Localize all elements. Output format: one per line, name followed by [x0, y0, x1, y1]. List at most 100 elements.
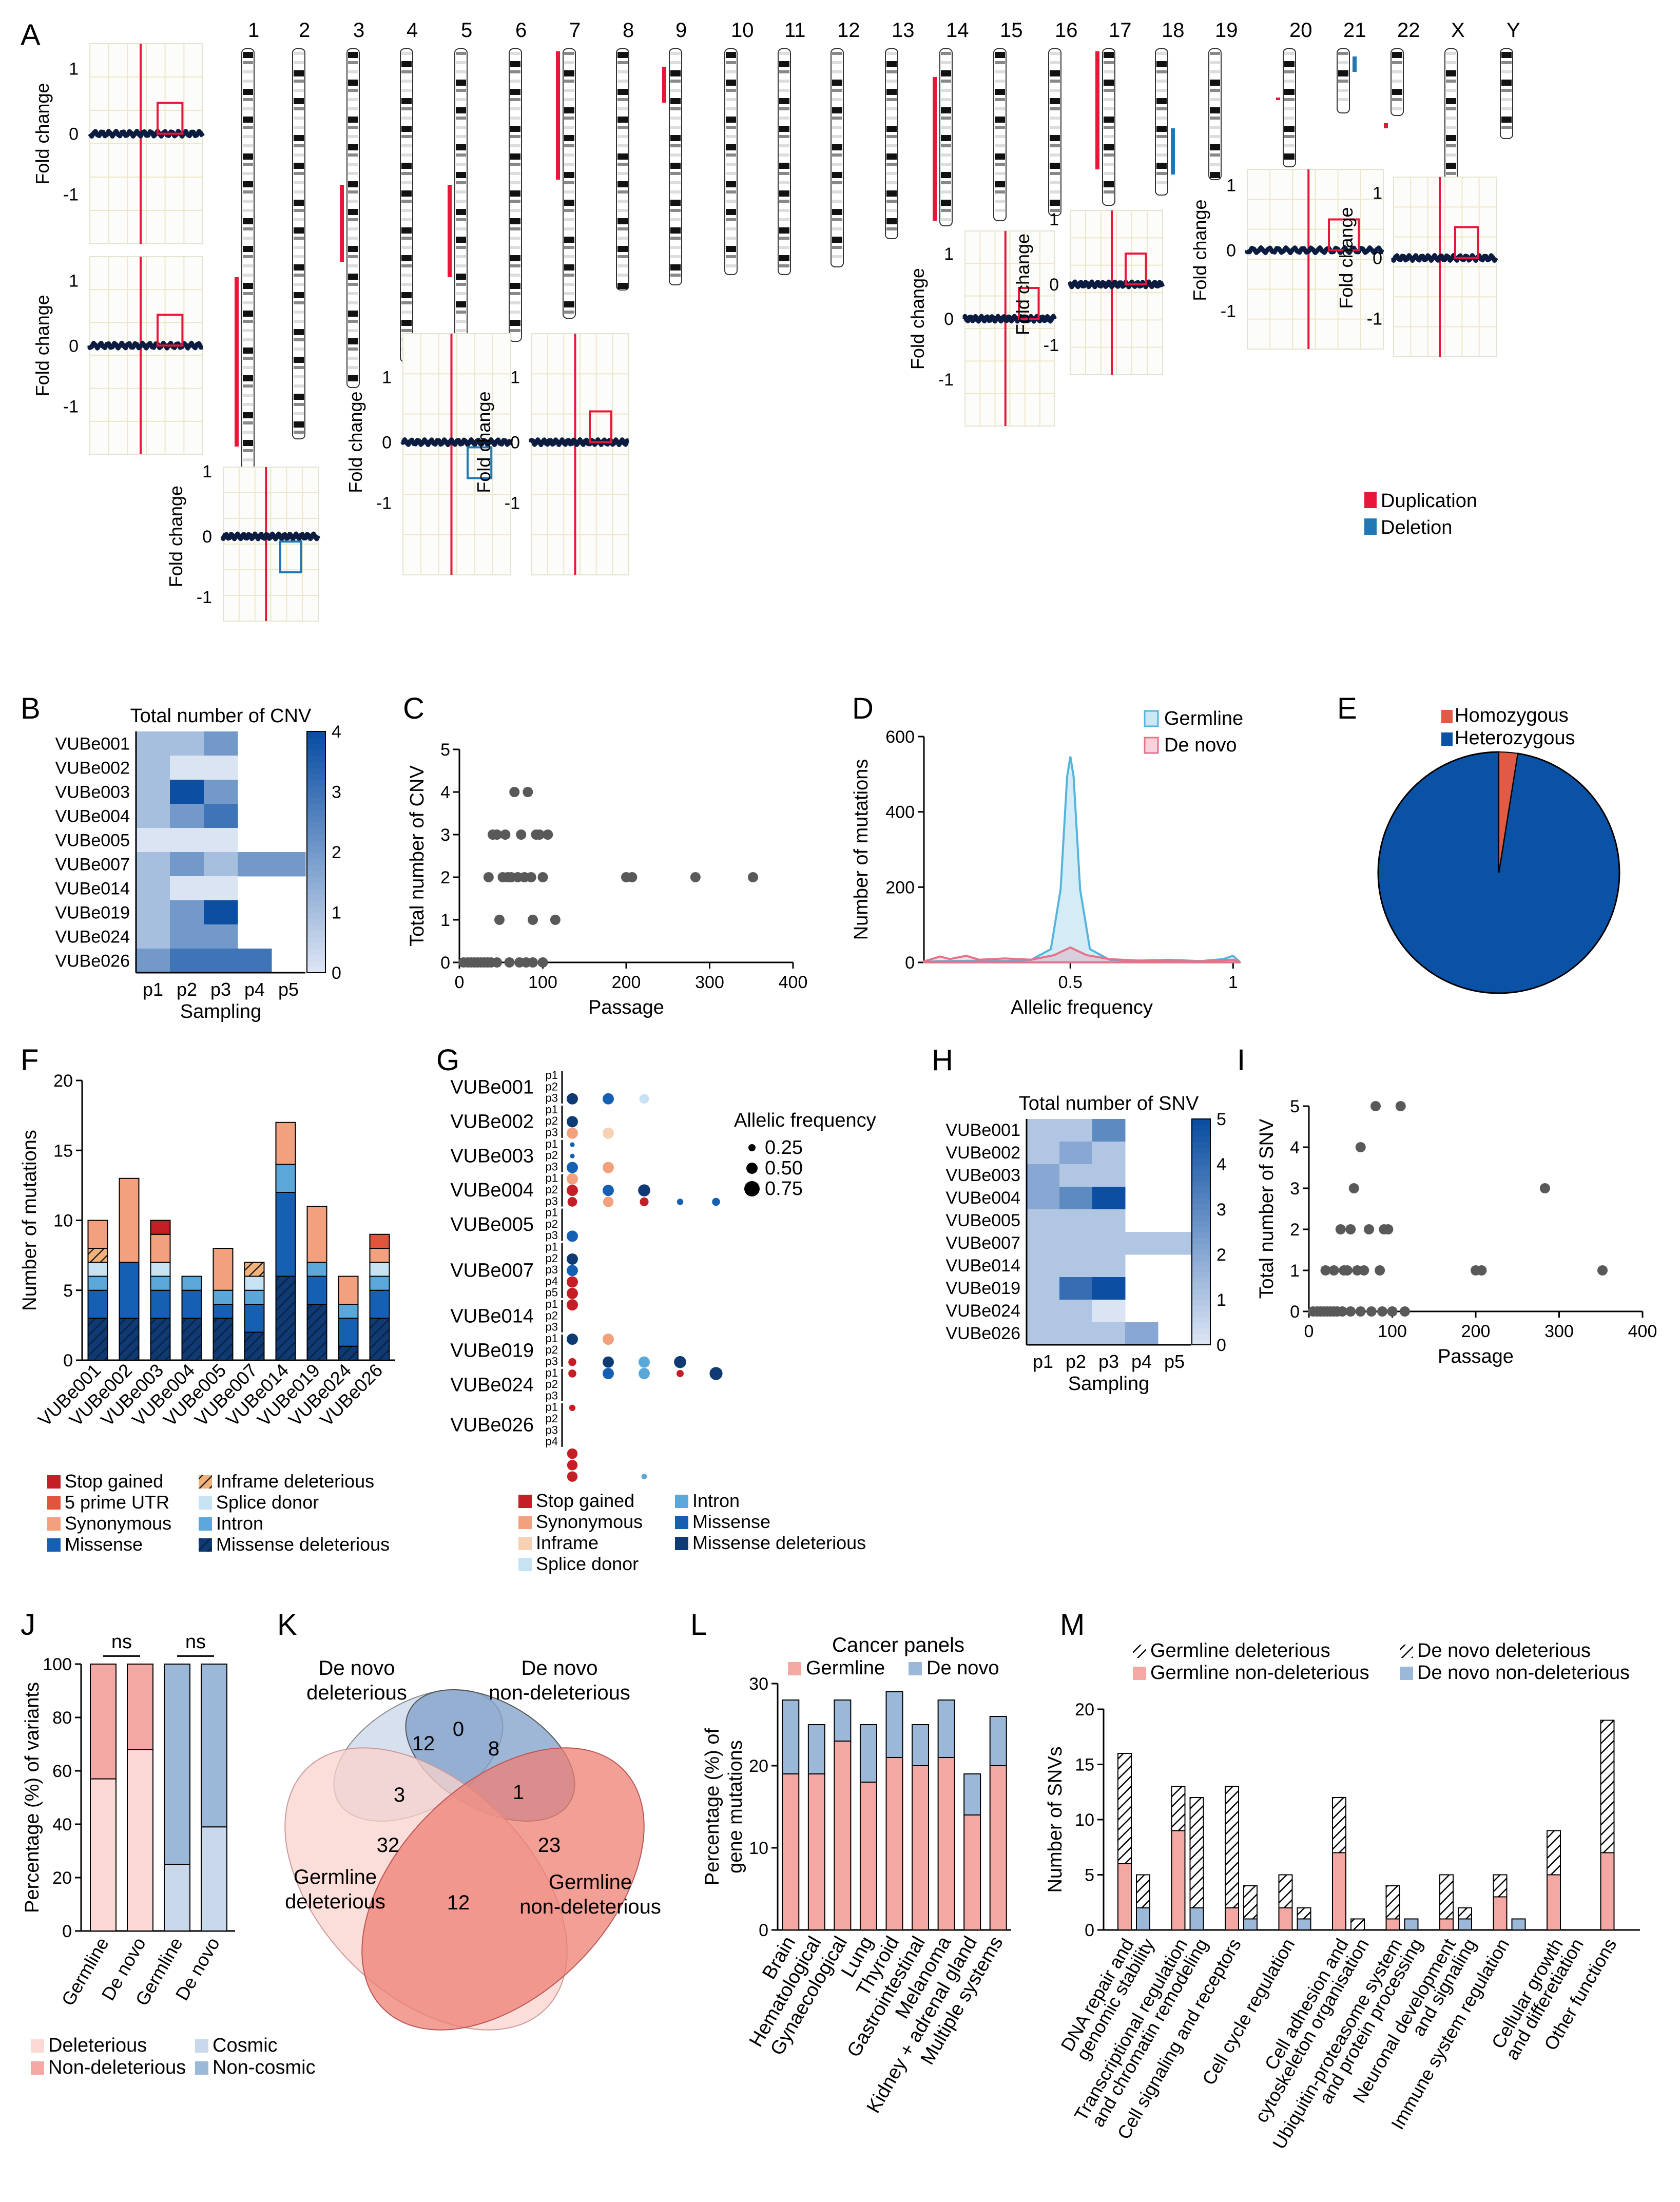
f-legend-label: Splice donor [216, 1492, 319, 1513]
chromosome-band [243, 329, 253, 332]
fold-change-inset: 1 0 -1 Fold change [1012, 210, 1165, 375]
f-legend-label: 5 prime UTR [65, 1492, 169, 1513]
scatter-point [1597, 1265, 1608, 1276]
g-sample-label: p2 [546, 1252, 558, 1265]
f-bar-segment [150, 1220, 171, 1235]
chromosome-band [348, 274, 358, 280]
chromosome-band [726, 172, 736, 175]
heatmap-cell [1092, 1209, 1126, 1232]
g-group-label: VUBe001 [450, 1076, 534, 1098]
heatmap-cell [1092, 1300, 1126, 1323]
heatmap-cell [238, 949, 272, 973]
chromosome-band [941, 200, 951, 206]
scatter-point [1335, 1224, 1346, 1234]
chromosome-band [348, 135, 358, 138]
inset-tick: 0 [382, 433, 392, 453]
chromosome-band [617, 117, 628, 123]
chromosome-band [243, 98, 253, 101]
chromosome-band [564, 218, 574, 221]
venn-count: 0 [453, 1718, 464, 1741]
chromosome-band [1050, 209, 1060, 212]
heatmap-row-label: VUBe005 [945, 1211, 1020, 1230]
scatter-x-tick-label: 400 [779, 973, 808, 992]
heatmap-cell [136, 780, 170, 804]
heatmap-cell [238, 852, 272, 877]
f-y-tick-label: 5 [63, 1281, 73, 1301]
heatmap-cell [1027, 1209, 1060, 1232]
colorbar-tick: 1 [332, 903, 341, 923]
f-y-tick-label: 15 [53, 1141, 73, 1161]
chromosome-band [456, 107, 466, 113]
legend-label-deletion: Deletion [1381, 517, 1452, 538]
scatter-xlabel: Passage [1438, 1346, 1514, 1367]
chromosome-label: 22 [1397, 19, 1420, 42]
chromosome-band [510, 301, 520, 304]
g-dot-stop_gained [567, 1185, 578, 1196]
heatmap-row-label: VUBe019 [55, 903, 130, 922]
colorbar-frame [306, 731, 326, 973]
m-legend-swatch [1400, 1645, 1413, 1658]
venn-set-label: De novo [522, 1657, 598, 1679]
chromosome-band [510, 264, 520, 267]
colorbar-segment [307, 804, 325, 810]
chromosome-band [401, 283, 412, 286]
chromosome-label: 9 [675, 19, 687, 42]
chromosome-band [401, 61, 412, 67]
chromosome-band [564, 311, 574, 314]
chromosome-band [886, 163, 897, 166]
chromosome-band [564, 153, 574, 157]
chromosome-band [779, 209, 789, 212]
m-bar-germline-del [1600, 1720, 1615, 1853]
l-bar-denovo [912, 1724, 930, 1766]
heatmap-cell [1027, 1322, 1060, 1345]
chromosome-band [456, 126, 466, 129]
chromosome-band [941, 117, 951, 120]
g-legend-label: Missense deleterious [692, 1532, 866, 1553]
chromosome-label: 4 [407, 19, 418, 42]
chromosome-band [564, 135, 574, 141]
heatmap-row-label: VUBe026 [945, 1324, 1020, 1343]
f-bar-segment [213, 1304, 234, 1319]
chromosome-band [779, 80, 789, 83]
chromosome-band [456, 274, 466, 280]
g-dot-missense [567, 1162, 578, 1173]
chromosome-3 [340, 48, 360, 388]
chromosome-band [832, 126, 842, 129]
chromosome-band [995, 181, 1005, 187]
g-dot-missense [677, 1199, 684, 1205]
chromosome-band [995, 61, 1005, 64]
chromosome-band [779, 190, 789, 197]
f-bar-segment [87, 1318, 108, 1361]
chromosome-band [348, 80, 358, 86]
g-sample-label: p2 [546, 1114, 558, 1127]
m-bar-germline-nondel [1385, 1918, 1400, 1930]
chromosome-band [564, 283, 574, 286]
g-dot-stop_gained [568, 1369, 576, 1378]
chromosome-band [995, 70, 1005, 73]
chromosome-band [726, 89, 736, 92]
scatter-point [1370, 1101, 1381, 1111]
chromosome-band [1156, 135, 1167, 138]
chromosome-band [1392, 70, 1402, 73]
colorbar-segment [1192, 1328, 1210, 1334]
chromosome-band [1050, 153, 1060, 157]
chromosome-band [401, 274, 412, 277]
m-bar-denovo-nondel [1404, 1918, 1419, 1930]
m-bar-germline-del [1385, 1885, 1400, 1920]
j-bar-bottom [127, 1749, 153, 1931]
chromosome-band [779, 218, 789, 221]
chromosome-band [886, 117, 897, 120]
chromosome-band [294, 320, 304, 323]
colorbar-segment [307, 828, 325, 835]
f-legend-swatch [47, 1496, 61, 1510]
m-bar-germline-nondel [1547, 1874, 1561, 1930]
denovo-density [923, 946, 1241, 963]
duplication-mark [662, 67, 666, 103]
inset-signal [400, 437, 513, 447]
g-dot-missense_del [674, 1356, 686, 1368]
heatmap-cell [1059, 1209, 1093, 1232]
chromosome-band [1392, 107, 1402, 110]
heatmap-row-label: VUBe005 [55, 830, 130, 850]
chromosome-band [1104, 153, 1114, 157]
